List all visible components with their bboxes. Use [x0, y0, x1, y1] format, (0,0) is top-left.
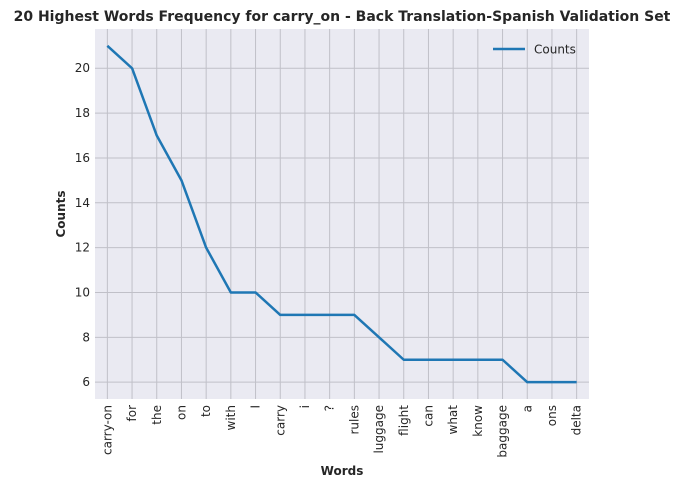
x-tick-label: a	[520, 405, 534, 412]
x-axis-label: Words	[321, 464, 364, 478]
x-tick-label: for	[125, 405, 139, 422]
y-tick-labels: 6 8 10 12 14 16 18 20	[75, 61, 90, 389]
y-tick-label: 12	[75, 241, 90, 255]
x-tick-label: flight	[397, 405, 411, 436]
y-tick-label: 14	[75, 196, 90, 210]
legend-label: Counts	[534, 43, 576, 57]
y-tick-label: 8	[82, 330, 90, 344]
plot-area	[95, 29, 589, 399]
x-tick-label: I	[249, 405, 263, 409]
y-tick-label: 18	[75, 106, 90, 120]
x-tick-label: i	[298, 405, 312, 408]
x-tick-label: on	[174, 405, 188, 420]
x-tick-label: carry	[273, 405, 287, 436]
legend: Counts	[493, 43, 576, 57]
x-tick-label: rules	[347, 405, 361, 435]
x-tick-label: luggage	[372, 405, 386, 454]
x-tick-label: what	[446, 405, 460, 435]
x-tick-label: know	[471, 405, 485, 437]
x-tick-label: ?	[323, 405, 337, 411]
y-axis-label: Counts	[54, 190, 68, 237]
y-tick-label: 20	[75, 61, 90, 75]
x-tick-label: carry-on	[100, 405, 114, 455]
x-tick-label: to	[199, 405, 213, 417]
series-layer	[106, 44, 577, 384]
y-tick-label: 16	[75, 151, 90, 165]
y-tick-label: 10	[75, 285, 90, 299]
x-tick-label: ons	[545, 405, 559, 426]
chart-title: 20 Highest Words Frequency for carry_on …	[14, 9, 671, 25]
grid	[95, 29, 589, 399]
x-tick-label: baggage	[496, 405, 510, 458]
series-line	[106, 44, 577, 384]
x-tick-label: the	[150, 405, 164, 425]
y-tick-label: 6	[82, 375, 90, 389]
x-tick-label: delta	[570, 405, 584, 435]
x-tick-label: can	[421, 405, 435, 427]
x-tick-label: with	[224, 405, 238, 430]
